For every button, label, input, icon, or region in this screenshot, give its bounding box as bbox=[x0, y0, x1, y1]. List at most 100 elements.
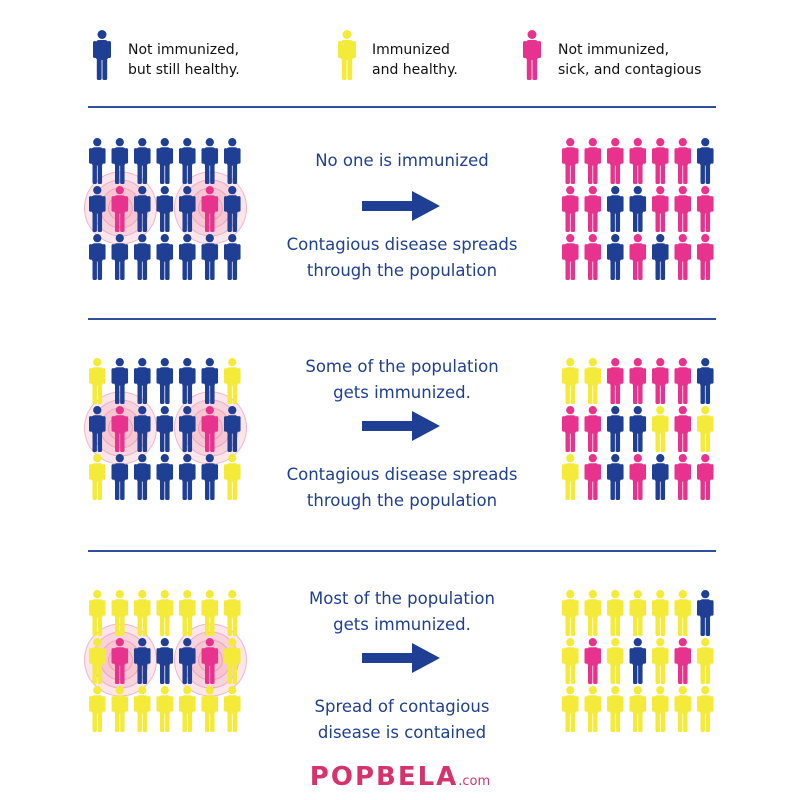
person-sick-icon bbox=[674, 234, 692, 280]
person-immunized-icon bbox=[607, 590, 624, 636]
person-sick-icon bbox=[201, 638, 219, 684]
person-sick-icon bbox=[584, 186, 602, 232]
person-immunized-icon bbox=[584, 686, 602, 732]
person-not-immunized-icon bbox=[179, 406, 196, 452]
person-not-immunized-icon bbox=[607, 186, 624, 232]
person-not-immunized-icon bbox=[156, 406, 174, 452]
person-sick-icon bbox=[629, 234, 647, 280]
person-not-immunized-icon bbox=[224, 186, 241, 232]
person-not-immunized-icon bbox=[179, 358, 196, 404]
person-not-immunized-icon bbox=[111, 454, 129, 500]
person-not-immunized-icon bbox=[629, 186, 647, 232]
person-immunized-icon bbox=[652, 590, 669, 636]
person-sick-icon bbox=[111, 186, 129, 232]
person-immunized-icon bbox=[584, 590, 602, 636]
legend-label-sick: Not immunized, sick, and contagious bbox=[558, 42, 702, 78]
person-not-immunized-icon bbox=[156, 454, 174, 500]
person-immunized-icon bbox=[607, 638, 624, 684]
person-not-immunized-icon bbox=[89, 138, 106, 184]
person-sick-icon bbox=[607, 138, 624, 184]
person-not-immunized-icon bbox=[134, 234, 151, 280]
person-not-immunized-icon bbox=[224, 406, 241, 452]
person-not-immunized-icon bbox=[134, 406, 151, 452]
person-immunized-icon bbox=[674, 590, 692, 636]
person-immunized-icon bbox=[697, 686, 714, 732]
person-immunized-icon bbox=[111, 590, 129, 636]
person-sick-icon bbox=[111, 406, 129, 452]
person-sick-icon bbox=[584, 138, 602, 184]
person-immunized-icon bbox=[629, 686, 647, 732]
person-sick-icon bbox=[629, 358, 647, 404]
person-sick-icon bbox=[201, 406, 219, 452]
person-not-immunized-icon bbox=[89, 234, 106, 280]
person-not-immunized-icon bbox=[111, 358, 129, 404]
person-immunized-icon bbox=[134, 590, 151, 636]
person-not-immunized-icon bbox=[607, 234, 624, 280]
arrow-right-icon bbox=[362, 411, 440, 441]
person-sick-icon bbox=[652, 358, 669, 404]
person-sick-icon bbox=[562, 186, 579, 232]
person-immunized-icon bbox=[134, 686, 151, 732]
person-immunized-icon bbox=[201, 686, 219, 732]
person-immunized-icon bbox=[562, 638, 579, 684]
person-not-immunized-icon bbox=[156, 186, 174, 232]
person-immunized-icon bbox=[111, 686, 129, 732]
person-not-immunized-icon bbox=[201, 454, 219, 500]
person-not-immunized-icon bbox=[697, 590, 714, 636]
person-immunized-icon bbox=[562, 454, 579, 500]
person-not-immunized-icon bbox=[629, 406, 647, 452]
person-immunized-icon bbox=[562, 686, 579, 732]
person-sick-icon bbox=[607, 358, 624, 404]
person-immunized-icon bbox=[697, 406, 714, 452]
person-sick-icon bbox=[674, 638, 692, 684]
person-not-immunized-icon bbox=[179, 234, 196, 280]
person-sick-icon bbox=[562, 138, 579, 184]
person-sick-icon bbox=[584, 234, 602, 280]
person-not-immunized-icon bbox=[652, 454, 669, 500]
person-immunized-icon bbox=[156, 590, 174, 636]
person-sick-icon bbox=[584, 406, 602, 452]
person-immunized-icon bbox=[629, 590, 647, 636]
person-immunized-icon bbox=[224, 638, 241, 684]
person-immunized-icon bbox=[89, 454, 106, 500]
person-not-immunized-icon bbox=[201, 234, 219, 280]
person-not-immunized-icon bbox=[629, 638, 647, 684]
person-sick-icon bbox=[584, 638, 602, 684]
person-sick-icon bbox=[584, 454, 602, 500]
panel-3-top-caption: Most of the population gets immunized. bbox=[309, 589, 495, 634]
brand-logo[interactable]: POPBELA.com bbox=[0, 762, 800, 792]
person-immunized-icon bbox=[562, 590, 579, 636]
person-not-immunized-icon bbox=[134, 454, 151, 500]
person-not-immunized-icon bbox=[697, 358, 714, 404]
person-sick-icon bbox=[674, 186, 692, 232]
person-sick-icon bbox=[674, 406, 692, 452]
legend-label-not-immunized: Not immunized, but still healthy. bbox=[128, 42, 240, 78]
person-sick-icon bbox=[697, 454, 714, 500]
divider-bottom bbox=[88, 550, 716, 552]
person-sick-icon bbox=[111, 638, 129, 684]
legend-immunized-icon bbox=[338, 30, 356, 80]
person-sick-icon bbox=[674, 454, 692, 500]
person-not-immunized-icon bbox=[607, 454, 624, 500]
panel-3-bottom-caption: Spread of contagious disease is containe… bbox=[314, 697, 490, 742]
person-not-immunized-icon bbox=[156, 234, 174, 280]
person-not-immunized-icon bbox=[89, 186, 106, 232]
person-not-immunized-icon bbox=[156, 358, 174, 404]
person-immunized-icon bbox=[652, 686, 669, 732]
person-not-immunized-icon bbox=[179, 638, 196, 684]
person-immunized-icon bbox=[562, 358, 579, 404]
person-immunized-icon bbox=[607, 686, 624, 732]
legend-sick-icon bbox=[523, 30, 541, 80]
person-sick-icon bbox=[697, 234, 714, 280]
person-immunized-icon bbox=[179, 686, 196, 732]
person-sick-icon bbox=[562, 234, 579, 280]
person-not-immunized-icon bbox=[134, 186, 151, 232]
person-not-immunized-icon bbox=[224, 234, 241, 280]
person-not-immunized-icon bbox=[179, 138, 196, 184]
person-not-immunized-icon bbox=[224, 138, 241, 184]
person-immunized-icon bbox=[89, 590, 106, 636]
person-immunized-icon bbox=[652, 638, 669, 684]
person-immunized-icon bbox=[584, 358, 602, 404]
person-not-immunized-icon bbox=[179, 186, 196, 232]
